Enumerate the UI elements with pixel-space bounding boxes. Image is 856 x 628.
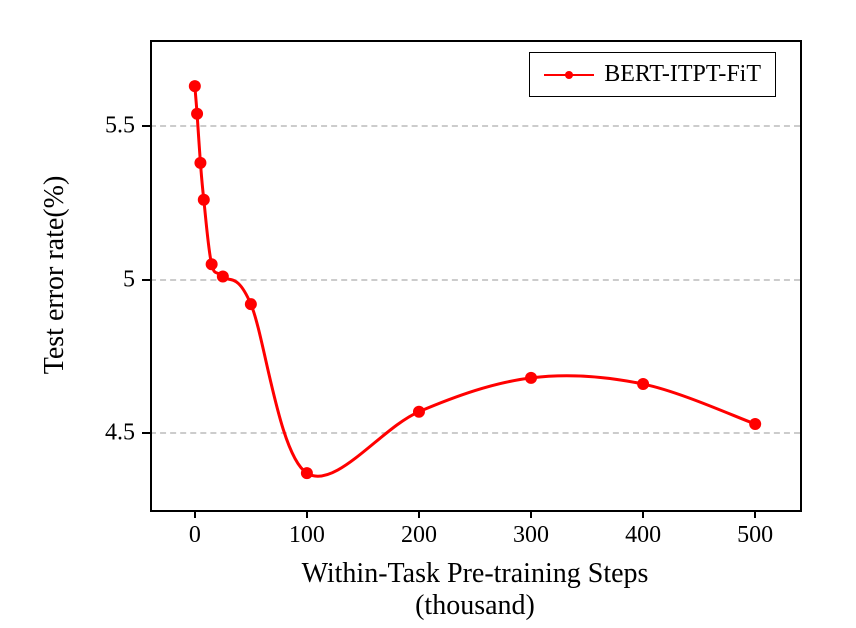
series-marker bbox=[245, 298, 257, 310]
chart-container: Test error rate(%) Within-Task Pre-train… bbox=[0, 0, 856, 628]
series-marker bbox=[217, 271, 229, 283]
series-marker bbox=[749, 418, 761, 430]
series-marker bbox=[191, 108, 203, 120]
series-marker bbox=[194, 157, 206, 169]
series-marker bbox=[189, 80, 201, 92]
series-marker bbox=[525, 372, 537, 384]
series-marker bbox=[198, 194, 210, 206]
series-marker bbox=[206, 258, 218, 270]
series-marker bbox=[637, 378, 649, 390]
series-marker bbox=[301, 467, 313, 479]
series-line bbox=[195, 86, 755, 476]
series-svg bbox=[0, 0, 856, 628]
series-marker bbox=[413, 406, 425, 418]
